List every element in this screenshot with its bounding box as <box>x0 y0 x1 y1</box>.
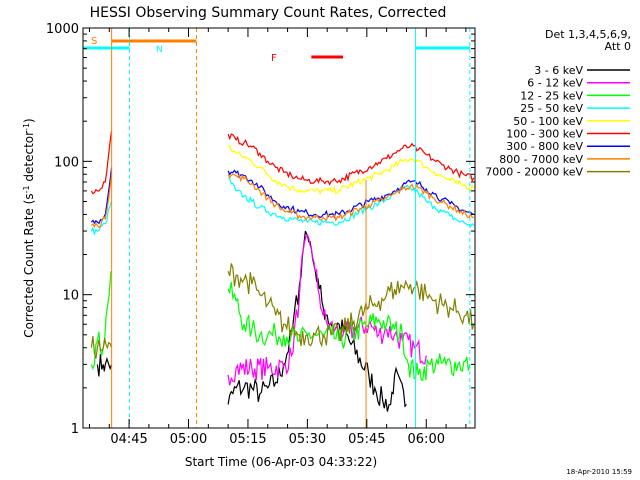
y-tick-label-0: 1 <box>71 422 79 437</box>
series-line-8 <box>90 263 475 359</box>
series-line-2 <box>90 271 471 381</box>
axes: 1 10 100 1000 04:45 05:00 05:15 05:30 05:45 06:00 <box>46 22 476 447</box>
legend-header-2: Att 0 <box>605 40 631 53</box>
y-axis-label-main: Corrected Count Rate (s <box>22 193 36 337</box>
legend-label-2: 12 - 25 keV <box>520 89 583 102</box>
y-tick-label-1: 10 <box>62 289 79 304</box>
x-tick-label-2: 05:15 <box>229 432 266 447</box>
legend-label-6: 300 - 800 keV <box>506 140 583 153</box>
legend-label-0: 3 - 6 keV <box>534 64 583 77</box>
y-axis-label-sup1: -1 <box>22 185 31 193</box>
y-tick-label-2: 100 <box>54 155 79 170</box>
x-tick-label-3: 05:30 <box>289 432 326 447</box>
flag-s-label: S <box>91 36 97 47</box>
plot-frame <box>82 27 476 429</box>
series-line-3 <box>90 177 475 237</box>
x-tick-label-1: 05:00 <box>170 432 207 447</box>
marker-lines <box>111 28 471 428</box>
legend-label-3: 25 - 50 keV <box>520 102 583 115</box>
x-tick-label-0: 04:45 <box>110 432 147 447</box>
series-line-5 <box>90 130 475 195</box>
series-line-6 <box>90 167 475 225</box>
plot-area: S N F 1 10 100 1000 04:45 05:00 05:15 05:30 05:45 06… <box>46 22 476 447</box>
legend-label-7: 800 - 7000 keV <box>499 153 583 166</box>
y-axis-label-end: ) <box>22 118 36 123</box>
flag-n-label: N <box>156 45 163 55</box>
y-axis-label-sup2: -1 <box>22 123 31 131</box>
x-tick-label-5: 06:00 <box>408 432 445 447</box>
legend-label-8: 7000 - 20000 keV <box>485 166 583 179</box>
legend-label-1: 6 - 12 keV <box>527 77 583 90</box>
footer-timestamp: 18-Apr-2010 15:59 <box>566 468 632 476</box>
x-axis-label: Start Time (06-Apr-03 04:33:22) <box>185 455 377 469</box>
series-line-1 <box>227 233 427 386</box>
series-line-0 <box>96 230 407 412</box>
y-axis-label-mid: detector <box>22 131 36 186</box>
x-tick-label-4: 05:45 <box>348 432 385 447</box>
legend-header-1: Det 1,3,4,5,6,9, <box>545 28 631 41</box>
legend-label-4: 50 - 100 keV <box>513 115 583 128</box>
legend-label-5: 100 - 300 keV <box>506 128 583 141</box>
chart-title: HESSI Observing Summary Count Rates, Cor… <box>90 5 447 21</box>
y-tick-label-3: 1000 <box>46 22 79 37</box>
flag-f-label: F <box>271 53 277 64</box>
series-line-4 <box>227 144 475 195</box>
series-line-7 <box>90 173 474 229</box>
y-axis-label: Corrected Count Rate (s-1 detector-1) <box>22 118 36 337</box>
flag-bars: S N F <box>83 36 470 64</box>
